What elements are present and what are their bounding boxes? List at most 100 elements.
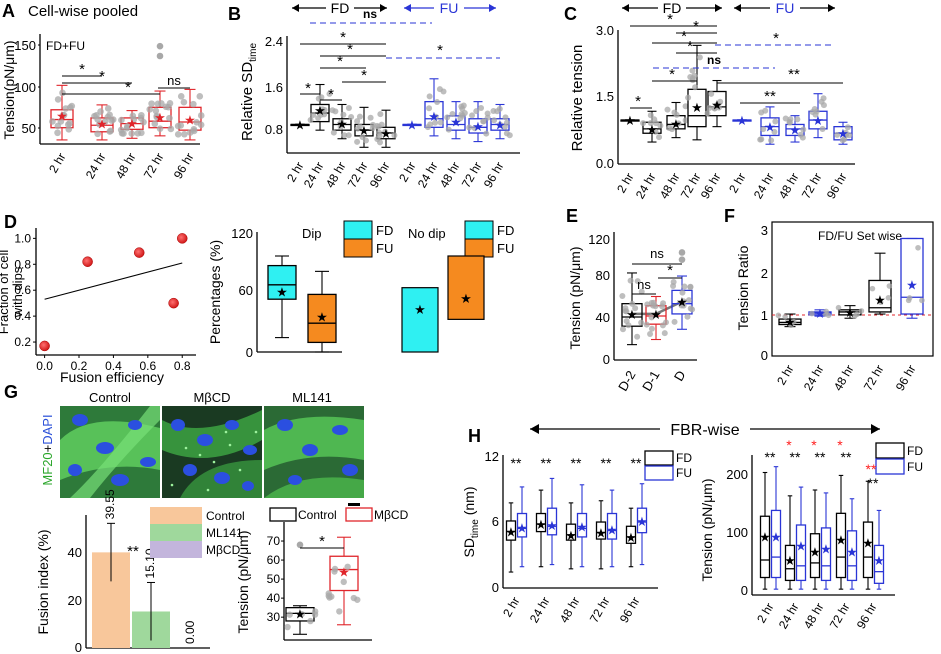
box-plot: ★ bbox=[535, 489, 547, 568]
panel-b-ylabel-main: Relative SD bbox=[239, 62, 256, 141]
mean-marker: ★ bbox=[624, 113, 636, 128]
box-iqr bbox=[546, 507, 558, 536]
box-plot: ★ bbox=[670, 275, 696, 330]
legend-ml141: ML141 bbox=[206, 526, 243, 540]
data-point bbox=[165, 103, 172, 111]
outlier-point bbox=[678, 256, 686, 263]
data-point bbox=[146, 106, 154, 113]
x-tick-label: D bbox=[671, 368, 689, 384]
mean-marker: ★ bbox=[764, 120, 776, 135]
data-point bbox=[382, 128, 389, 135]
legend-swatch-fd bbox=[464, 220, 494, 240]
sig-star: * bbox=[667, 262, 673, 279]
box-plot: ★ bbox=[546, 477, 558, 566]
data-point bbox=[437, 119, 444, 126]
image-label-ml141: ML141 bbox=[292, 390, 332, 405]
box-plot: ★ bbox=[516, 486, 528, 568]
data-point bbox=[708, 90, 715, 97]
box-plot: ★ bbox=[374, 109, 398, 148]
data-point bbox=[812, 111, 819, 118]
panel-g: G Control MβCD ML141 MF20+DAPI 0 2 bbox=[4, 382, 409, 654]
dip-box: ★ bbox=[267, 255, 297, 339]
legend-swatch-control bbox=[269, 507, 297, 522]
data-point bbox=[906, 295, 913, 301]
data-point bbox=[620, 326, 627, 333]
mean-marker: ★ bbox=[862, 536, 874, 551]
data-point bbox=[473, 108, 480, 115]
data-point bbox=[689, 67, 696, 74]
x-tick-label: 0.6 bbox=[139, 359, 156, 373]
data-point bbox=[432, 119, 439, 126]
data-point bbox=[190, 100, 197, 108]
data-point bbox=[858, 308, 865, 314]
panel-g-bar-ytick: 0 bbox=[75, 640, 82, 654]
x-tick-label: 24 hr bbox=[633, 171, 659, 202]
data-point bbox=[321, 111, 328, 118]
sig-marker: ** bbox=[841, 449, 852, 465]
data-point bbox=[919, 297, 925, 304]
data-point bbox=[762, 107, 769, 114]
data-point bbox=[685, 297, 692, 304]
data-point bbox=[640, 120, 647, 127]
data-point bbox=[444, 114, 451, 121]
data-point bbox=[341, 132, 348, 139]
panel-e: E 0 40 80 120 Tension (pN/μm) ★ ★ ★ ns * n… bbox=[566, 206, 697, 394]
data-point bbox=[374, 122, 381, 129]
box-plot: ★ bbox=[868, 252, 893, 315]
panel-f-ytick: 0 bbox=[761, 348, 768, 363]
data-point bbox=[800, 126, 807, 133]
data-point bbox=[811, 106, 818, 113]
panel-c-significance: * * * * * ns * ** * ** bbox=[630, 11, 843, 110]
data-point bbox=[689, 75, 696, 82]
data-point bbox=[367, 114, 374, 121]
data-point bbox=[466, 124, 473, 131]
panel-b: B FD FU 0.8 1.6 2.4 Relative SDtime ★ ★ ★ ★… bbox=[228, 0, 520, 190]
data-point bbox=[445, 126, 452, 133]
x-tick-label: 24 hr bbox=[415, 160, 441, 191]
data-point bbox=[331, 568, 338, 575]
data-point bbox=[648, 325, 655, 332]
legend-fu: FU bbox=[497, 241, 514, 256]
sig-star: * bbox=[773, 30, 779, 47]
data-point bbox=[156, 125, 164, 133]
data-point bbox=[657, 122, 664, 129]
mean-marker: ★ bbox=[546, 518, 558, 533]
sig-marker: ** bbox=[601, 455, 612, 471]
panel-f-letter: F bbox=[724, 206, 735, 226]
stain-dapi: DAPI bbox=[40, 414, 55, 444]
y-tick-label: 50 bbox=[267, 572, 281, 586]
panel-d2-ytick: 0 bbox=[246, 345, 253, 360]
box-plot: ★ bbox=[835, 474, 847, 590]
mean-marker: ★ bbox=[650, 307, 662, 322]
x-tick-label: 96 hr bbox=[854, 601, 880, 632]
data-point bbox=[376, 132, 383, 139]
data-point bbox=[65, 126, 73, 133]
stain-sep: + bbox=[40, 445, 55, 453]
data-point bbox=[643, 321, 650, 328]
box-plot: ★ bbox=[307, 83, 333, 131]
mean-marker: ★ bbox=[759, 530, 771, 545]
panel-g-bar-ytick: 20 bbox=[68, 593, 82, 608]
box-plot: ★ bbox=[759, 471, 771, 590]
box-plot: ★ bbox=[862, 480, 874, 590]
red-sig-marker: * bbox=[786, 437, 792, 453]
data-point bbox=[680, 302, 687, 309]
x-tick-label: 48 hr bbox=[657, 171, 683, 202]
sig-star: * bbox=[347, 41, 353, 58]
data-point bbox=[354, 138, 361, 145]
data-point bbox=[619, 293, 626, 300]
image-label-control: Control bbox=[89, 390, 131, 405]
panel-h-sd-ytick: 12 bbox=[485, 449, 499, 464]
data-point bbox=[158, 100, 165, 107]
scatter-point bbox=[168, 297, 179, 309]
panel-b-ytick: 1.6 bbox=[265, 80, 283, 95]
data-point bbox=[307, 617, 314, 625]
data-point bbox=[345, 105, 352, 112]
data-point bbox=[104, 105, 112, 112]
data-point bbox=[348, 113, 355, 120]
data-point bbox=[138, 111, 145, 119]
panel-f: F FD/FU Set wise 0 1 2 3 Tension Ratio ★… bbox=[724, 206, 934, 393]
box-iqr bbox=[784, 544, 796, 582]
panel-b-letter: B bbox=[228, 4, 241, 24]
data-point bbox=[681, 283, 688, 290]
